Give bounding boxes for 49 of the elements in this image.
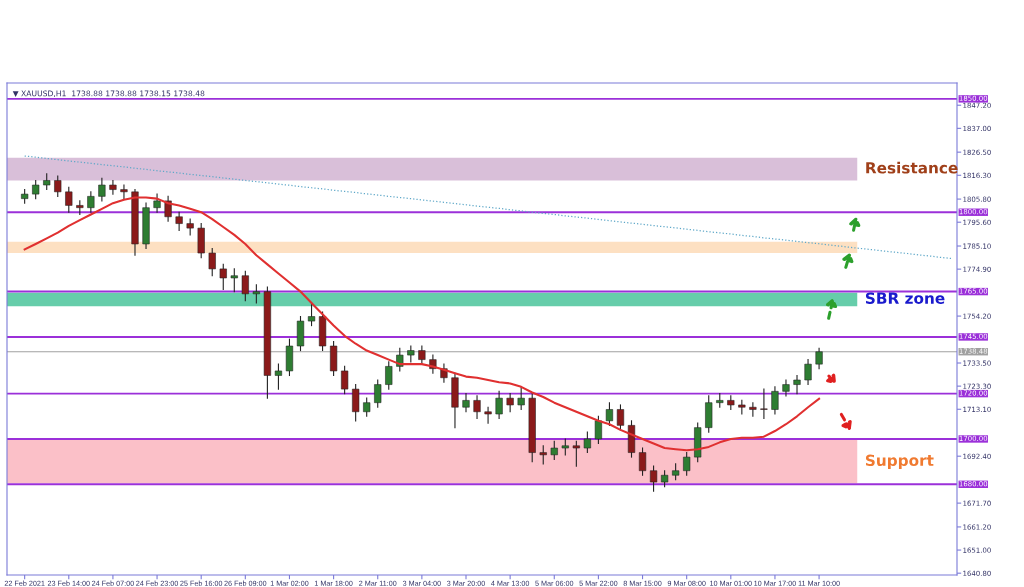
candlestick — [550, 440, 558, 460]
candlestick — [506, 393, 514, 413]
candlestick — [208, 247, 216, 277]
candlestick — [583, 431, 591, 454]
candlestick — [473, 395, 481, 420]
candlestick — [341, 365, 349, 395]
candlestick — [649, 465, 658, 492]
candlestick — [517, 386, 525, 411]
candlestick — [495, 390, 503, 420]
candlestick — [374, 379, 382, 408]
candlestick — [418, 345, 426, 365]
candlestick — [616, 404, 625, 431]
candlestick — [352, 383, 360, 422]
candlestick — [782, 379, 790, 397]
candlestick — [462, 393, 470, 413]
candlestick — [54, 175, 62, 197]
candlestick — [32, 179, 40, 200]
band-label: SBR zone — [865, 292, 945, 304]
candlestick — [572, 440, 580, 467]
band-label: Resistance — [866, 161, 958, 174]
candlestick — [539, 445, 547, 465]
candlestick — [87, 191, 95, 213]
band-label: Support — [865, 454, 934, 470]
line-series — [23, 196, 821, 452]
candlestick — [153, 193, 161, 213]
candlestick — [793, 374, 801, 395]
candlestick — [241, 270, 249, 302]
candlestick — [749, 402, 757, 417]
candlestick — [120, 184, 128, 200]
candlestick — [98, 177, 106, 202]
candlestick — [363, 397, 371, 417]
candlestick — [65, 186, 73, 213]
candlestick — [175, 211, 183, 231]
candlestick — [605, 402, 614, 426]
candlestick — [771, 386, 779, 415]
candlestick — [274, 363, 283, 390]
candlestick — [230, 268, 238, 293]
candlestick — [683, 452, 691, 476]
candlestick — [484, 406, 492, 424]
candlestick — [385, 361, 393, 390]
candlestick — [594, 415, 602, 445]
candlestick — [109, 179, 117, 195]
candlestick — [252, 284, 260, 304]
candlestick — [815, 347, 823, 370]
candlestick — [638, 447, 647, 476]
candlestick — [219, 263, 227, 290]
candlestick — [804, 359, 812, 386]
candlestick — [760, 388, 768, 420]
candlestick — [307, 302, 316, 327]
